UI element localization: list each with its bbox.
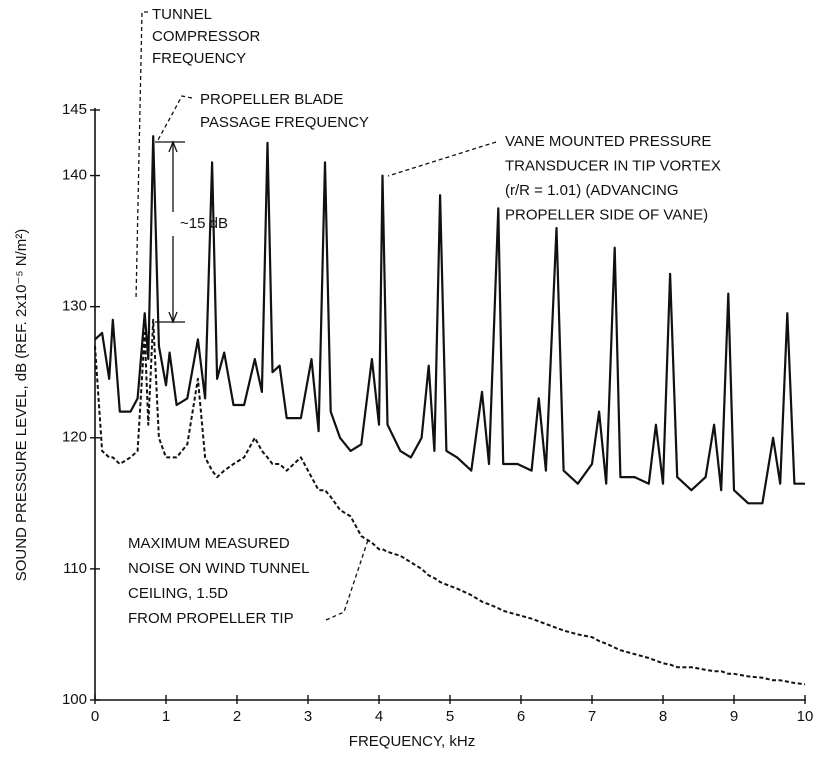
leader-line xyxy=(325,539,369,621)
annotation: VANE MOUNTED PRESSURE xyxy=(505,133,711,150)
range-arrow xyxy=(155,140,185,324)
annotation: MAXIMUM MEASURED xyxy=(128,535,290,552)
x-tick-label: 1 xyxy=(162,708,170,725)
x-tick-label: 6 xyxy=(517,708,525,725)
annotation: FROM PROPELLER TIP xyxy=(128,610,294,627)
x-tick-label: 0 xyxy=(91,708,99,725)
annotation: PROPELLER BLADE xyxy=(200,91,343,108)
x-tick-label: 4 xyxy=(375,708,383,725)
y-tick-label: 140 xyxy=(62,167,87,184)
y-tick-label: 100 xyxy=(62,691,87,708)
y-tick-label: 120 xyxy=(62,429,87,446)
y-axis-title: SOUND PRESSURE LEVEL, dB (REF. 2x10⁻⁵ N/… xyxy=(13,229,30,582)
leader-line xyxy=(387,141,497,177)
y-tick-label: 110 xyxy=(63,560,87,577)
annotation: ~15 dB xyxy=(180,215,228,232)
leader-line xyxy=(157,95,193,141)
annotation: NOISE ON WIND TUNNEL xyxy=(128,560,309,577)
x-tick-label: 7 xyxy=(588,708,596,725)
annotation: FREQUENCY xyxy=(152,50,246,67)
x-tick-label: 9 xyxy=(730,708,738,725)
x-tick-label: 10 xyxy=(797,708,814,725)
x-axis-title: FREQUENCY, kHz xyxy=(349,733,475,750)
y-tick-label: 145 xyxy=(62,101,87,118)
annotation: PROPELLER SIDE OF VANE) xyxy=(505,206,708,223)
x-tick-label: 3 xyxy=(304,708,312,725)
leader-line xyxy=(135,11,148,301)
x-tick-label: 8 xyxy=(659,708,667,725)
annotation: COMPRESSOR xyxy=(152,28,261,45)
y-tick-label: 130 xyxy=(62,298,87,315)
annotation: PASSAGE FREQUENCY xyxy=(200,114,369,131)
annotation: CEILING, 1.5D xyxy=(128,585,228,602)
annotation: (r/R = 1.01) (ADVANCING xyxy=(505,182,679,199)
series-line xyxy=(94,135,805,505)
x-tick-label: 5 xyxy=(446,708,454,725)
annotation: TUNNEL xyxy=(152,6,212,23)
series-line xyxy=(94,318,806,686)
annotation: TRANSDUCER IN TIP VORTEX xyxy=(505,157,721,174)
x-tick-label: 2 xyxy=(233,708,241,725)
